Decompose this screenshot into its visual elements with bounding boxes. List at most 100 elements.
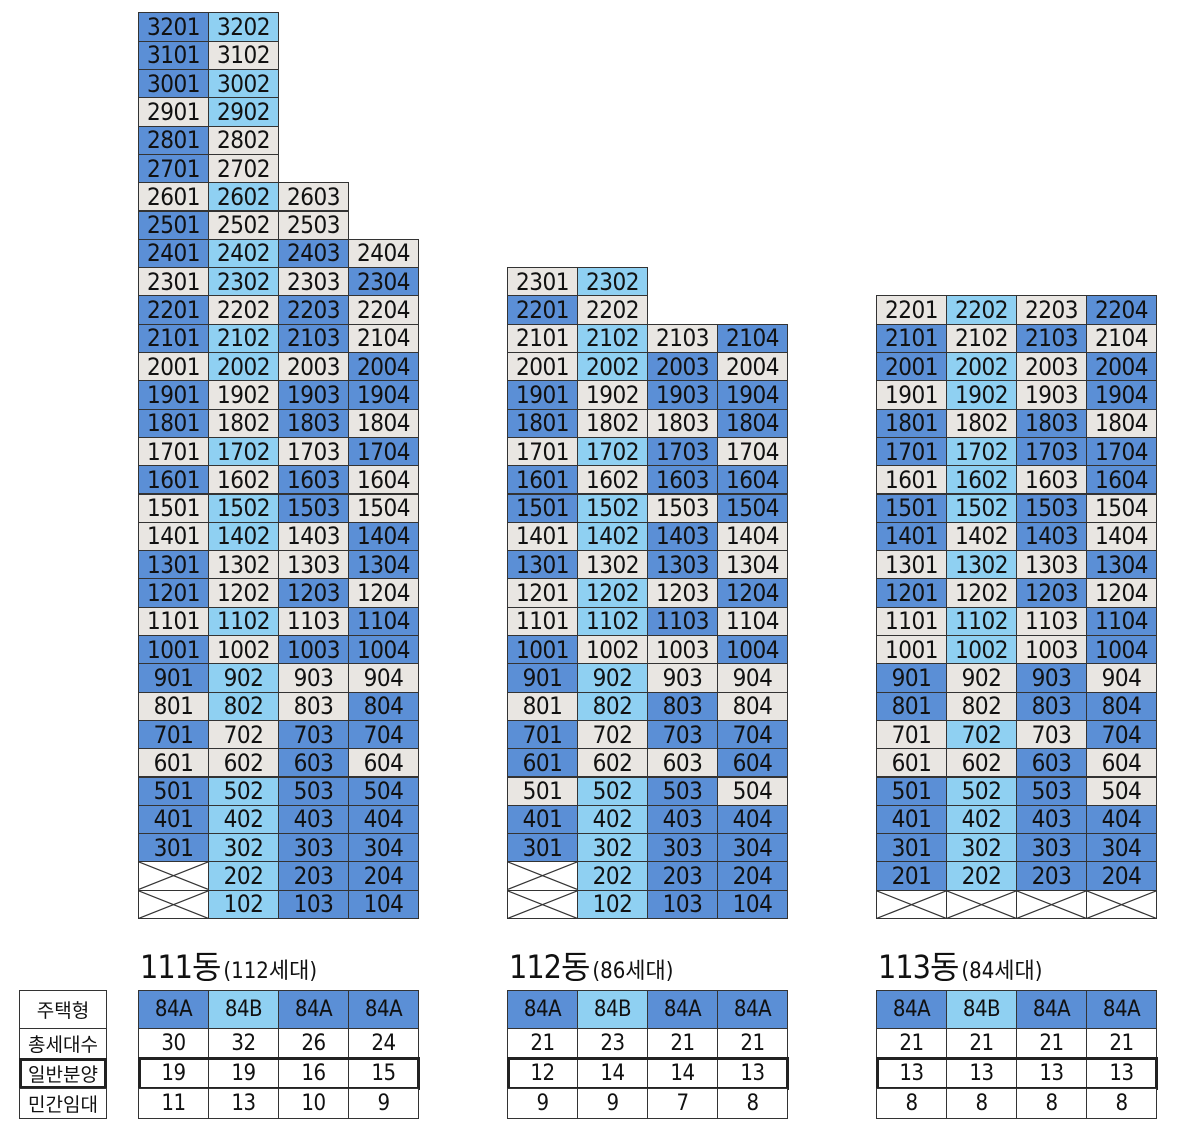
private-rental-cell: 9 (348, 1088, 419, 1119)
unit-cell: 1704 (1086, 436, 1157, 467)
unit-cell: 1803 (1016, 408, 1087, 438)
unit-cell: 701 (138, 719, 209, 750)
private-rental-cell: 8 (876, 1088, 947, 1119)
unit-cell: 2002 (577, 352, 648, 382)
unit-cell: 1004 (717, 635, 788, 665)
cross-mark-icon (508, 862, 577, 889)
unit-cell: 804 (348, 691, 419, 721)
unit-cell: 3101 (138, 40, 209, 70)
unit-cell: 2801 (138, 125, 209, 155)
unit-cell: 204 (1086, 861, 1157, 891)
unit-cell: 1903 (647, 380, 718, 410)
unit-cell-empty (1016, 889, 1087, 919)
general-sale-cell: 13 (1016, 1058, 1087, 1089)
unit-cell: 104 (717, 889, 788, 919)
cross-mark-icon (508, 891, 577, 918)
unit-cell: 702 (208, 719, 279, 750)
private-rental-cell: 9 (507, 1088, 578, 1119)
unit-cell: 203 (278, 861, 349, 891)
unit-cell: 1001 (876, 635, 947, 665)
unit-cell: 1602 (946, 465, 1017, 495)
unit-cell: 1602 (208, 465, 279, 495)
unit-cell: 1202 (208, 578, 279, 608)
unit-cell: 1901 (138, 380, 209, 410)
unit-cell: 1901 (507, 380, 578, 410)
unit-cell: 2403 (278, 238, 349, 269)
unit-cell: 2101 (138, 323, 209, 353)
building-title: 111동 (112세대) (140, 942, 317, 988)
unit-cell: 903 (1016, 663, 1087, 693)
unit-cell: 2202 (946, 295, 1017, 325)
unit-cell: 402 (208, 804, 279, 835)
unit-cell: 2101 (507, 323, 578, 353)
unit-cell: 1001 (507, 635, 578, 665)
unit-cell: 1103 (1016, 606, 1087, 636)
unit-cell: 1201 (876, 578, 947, 608)
total-units-cell: 21 (876, 1028, 947, 1059)
unit-cell: 502 (208, 776, 279, 806)
unit-cell: 402 (577, 804, 648, 835)
private-rental-cell: 8 (717, 1088, 788, 1119)
unit-cell: 1102 (946, 606, 1017, 636)
unit-cell: 301 (507, 833, 578, 863)
unit-cell: 1303 (278, 550, 349, 580)
unit-cell: 1304 (1086, 550, 1157, 580)
unit-cell: 604 (717, 748, 788, 778)
unit-cell: 1004 (348, 635, 419, 665)
unit-cell: 1103 (278, 606, 349, 636)
unit-cell: 704 (348, 719, 419, 750)
unit-cell: 1801 (507, 408, 578, 438)
unit-cell: 1504 (348, 493, 419, 523)
unit-cell: 1501 (507, 493, 578, 523)
unit-cell: 1202 (946, 578, 1017, 608)
cross-mark-icon (877, 891, 946, 918)
unit-cell: 602 (208, 748, 279, 778)
unit-cell: 1701 (138, 436, 209, 467)
unit-cell: 2104 (717, 323, 788, 353)
total-units-cell: 24 (348, 1028, 419, 1059)
unit-cell: 501 (138, 776, 209, 806)
unit-cell: 504 (1086, 776, 1157, 806)
unit-cell: 1201 (507, 578, 578, 608)
unit-cell: 701 (876, 719, 947, 750)
legend-private-rental: 민간임대 (19, 1088, 107, 1119)
unit-cell: 404 (348, 804, 419, 835)
private-rental-cell: 8 (1016, 1088, 1087, 1119)
unit-cell: 803 (647, 691, 718, 721)
unit-cell: 803 (278, 691, 349, 721)
unit-cell: 1804 (717, 408, 788, 438)
building-name: 112동 (509, 948, 590, 986)
private-rental-cell: 11 (138, 1088, 209, 1119)
unit-cell: 804 (1086, 691, 1157, 721)
general-sale-cell: 13 (876, 1058, 947, 1089)
unit-cell: 302 (208, 833, 279, 863)
unit-cell: 1704 (717, 436, 788, 467)
unit-cell: 1803 (647, 408, 718, 438)
unit-cell: 504 (717, 776, 788, 806)
unit-cell: 1604 (1086, 465, 1157, 495)
unit-cell: 1502 (208, 493, 279, 523)
unit-cell: 901 (138, 663, 209, 693)
unit-cell-empty (876, 889, 947, 919)
unit-cell: 1504 (717, 493, 788, 523)
unit-cell: 201 (876, 861, 947, 891)
unit-cell: 2503 (278, 210, 349, 240)
unit-cell: 2102 (577, 323, 648, 353)
unit-cell: 704 (717, 719, 788, 750)
total-units-cell: 21 (1086, 1028, 1157, 1059)
unit-cell: 2302 (208, 267, 279, 297)
unit-cell: 303 (278, 833, 349, 863)
unit-cell: 1003 (647, 635, 718, 665)
unit-cell: 1601 (507, 465, 578, 495)
unit-cell: 1902 (208, 380, 279, 410)
unit-cell: 3002 (208, 69, 279, 99)
unit-cell: 2002 (208, 352, 279, 382)
total-units-cell: 26 (278, 1028, 349, 1059)
unit-cell: 2203 (1016, 295, 1087, 325)
unit-cell: 802 (208, 691, 279, 721)
total-units-cell: 23 (577, 1028, 648, 1059)
building-unit-count: (112세대) (223, 959, 318, 984)
general-sale-cell: 19 (208, 1058, 279, 1089)
unit-cell: 1503 (278, 493, 349, 523)
unit-cell: 2401 (138, 238, 209, 269)
